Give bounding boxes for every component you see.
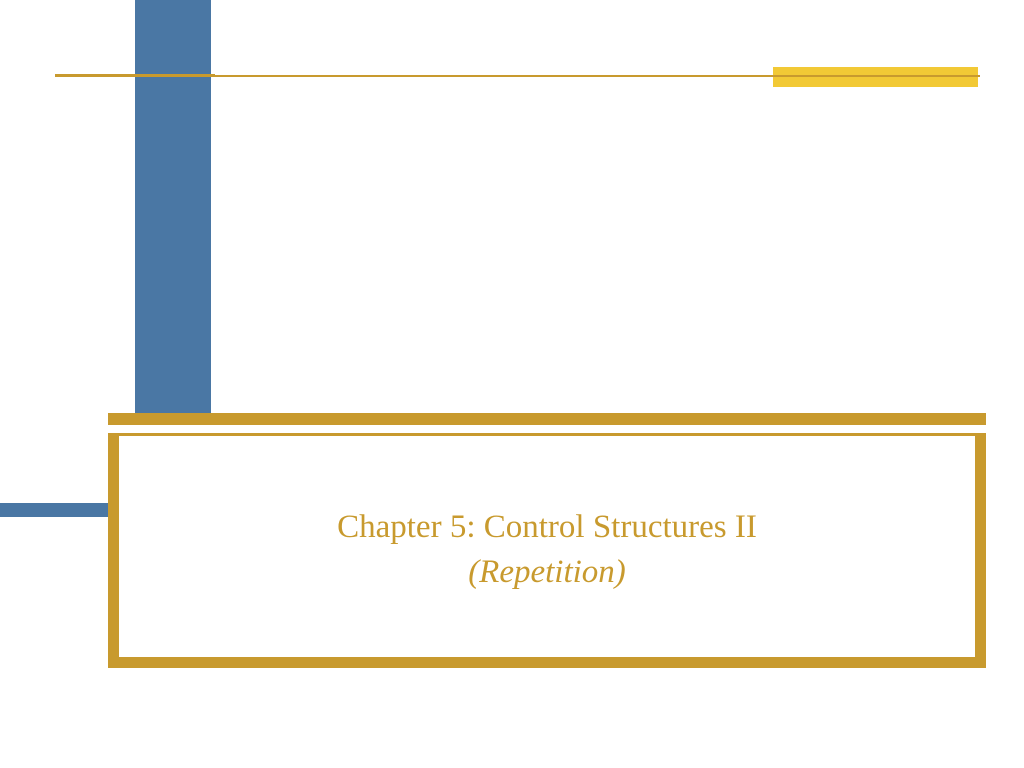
title-line1: Chapter 5: Control Structures II <box>337 509 757 545</box>
title-box-gap <box>108 425 986 433</box>
yellow-accent-block <box>773 67 978 87</box>
title-line2: (Repetition) <box>468 554 626 590</box>
yellow-block-inner-line <box>773 75 978 77</box>
top-rule-left <box>55 74 215 77</box>
slide-title: Chapter 5: Control Structures II (Repeti… <box>116 505 978 594</box>
